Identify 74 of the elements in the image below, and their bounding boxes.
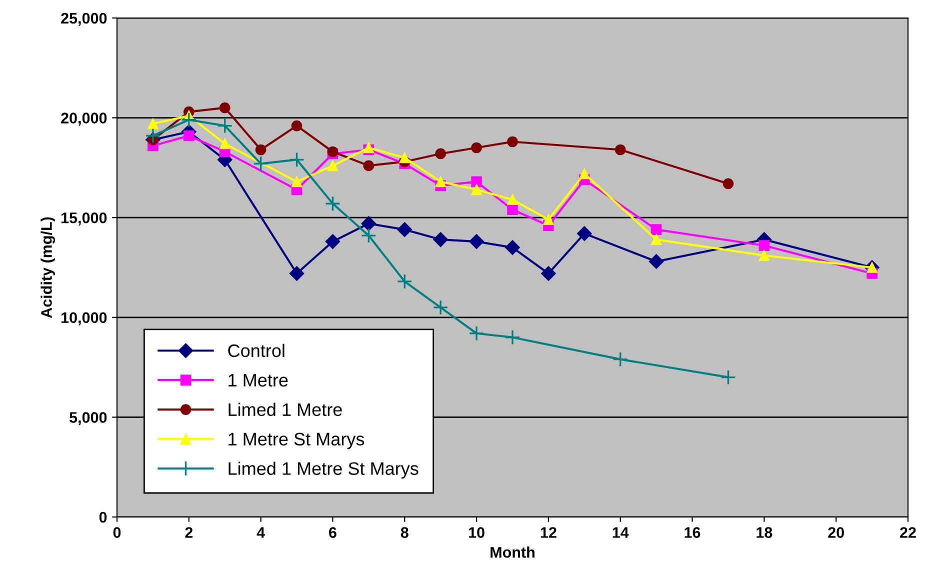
point [397, 222, 412, 238]
legend-label: 1 Metre [228, 374, 288, 387]
y-axis-title: Acidity (mg/L) [40, 217, 55, 318]
point [324, 196, 341, 212]
point [435, 148, 446, 160]
x-tick-label: 8 [400, 527, 408, 538]
point [471, 142, 482, 154]
y-tick-label: 5,000 [70, 412, 107, 426]
point [145, 128, 161, 144]
x-tick-label: 14 [612, 527, 629, 538]
point [543, 214, 554, 226]
y-tick-label: 0 [99, 512, 107, 523]
point [504, 330, 520, 346]
point [471, 176, 482, 188]
y-tick-label: 25,000 [61, 12, 107, 26]
point [650, 234, 662, 245]
point [650, 224, 662, 235]
legend-label: Limed 1 Metre St Marys [228, 462, 418, 479]
point [612, 352, 628, 368]
point [722, 178, 734, 190]
point [578, 168, 590, 180]
point [181, 112, 197, 128]
point [648, 254, 664, 269]
x-tick-label: 22 [900, 527, 916, 538]
x-tick-label: 4 [256, 527, 265, 538]
point [507, 136, 518, 148]
point [507, 204, 518, 216]
point [219, 102, 230, 114]
point [291, 176, 302, 188]
point [253, 156, 269, 172]
point [361, 216, 376, 232]
point [399, 152, 410, 164]
point [507, 194, 518, 206]
point [505, 240, 520, 255]
point [720, 370, 736, 386]
point [433, 232, 448, 247]
x-tick-label: 2 [185, 527, 193, 538]
x-tick-label: 0 [113, 527, 121, 538]
x-tick-label: 12 [540, 527, 556, 538]
x-tick-label: 16 [684, 527, 700, 538]
point [758, 250, 770, 261]
y-tick-label: 10,000 [62, 312, 107, 326]
legend-label: 1 Metre St Marys [228, 432, 364, 450]
point [255, 144, 266, 156]
point [363, 160, 374, 172]
point [148, 118, 158, 130]
y-tick-label: 15,000 [62, 212, 107, 226]
point [541, 266, 556, 281]
point [576, 226, 592, 241]
x-tick-label: 20 [828, 527, 844, 538]
point [614, 144, 626, 156]
point [468, 326, 484, 342]
point [183, 130, 194, 142]
legend-label: Control [228, 344, 284, 358]
point [219, 138, 230, 150]
legend-label: Limed 1 Metre [228, 402, 342, 416]
point [435, 176, 446, 188]
point [396, 274, 412, 290]
x-axis-title: Month [490, 546, 534, 558]
y-tick-label: 20,000 [61, 112, 107, 126]
point [327, 160, 338, 172]
point [325, 234, 340, 249]
x-tick-label: 6 [329, 527, 336, 538]
point [469, 234, 484, 249]
point [289, 266, 304, 281]
point [291, 120, 302, 132]
x-tick-label: 10 [469, 527, 484, 538]
point [432, 300, 448, 316]
point [471, 184, 482, 196]
point [288, 152, 305, 168]
point [217, 118, 233, 134]
point [360, 228, 376, 244]
x-tick-label: 18 [756, 527, 772, 538]
point [758, 240, 770, 251]
